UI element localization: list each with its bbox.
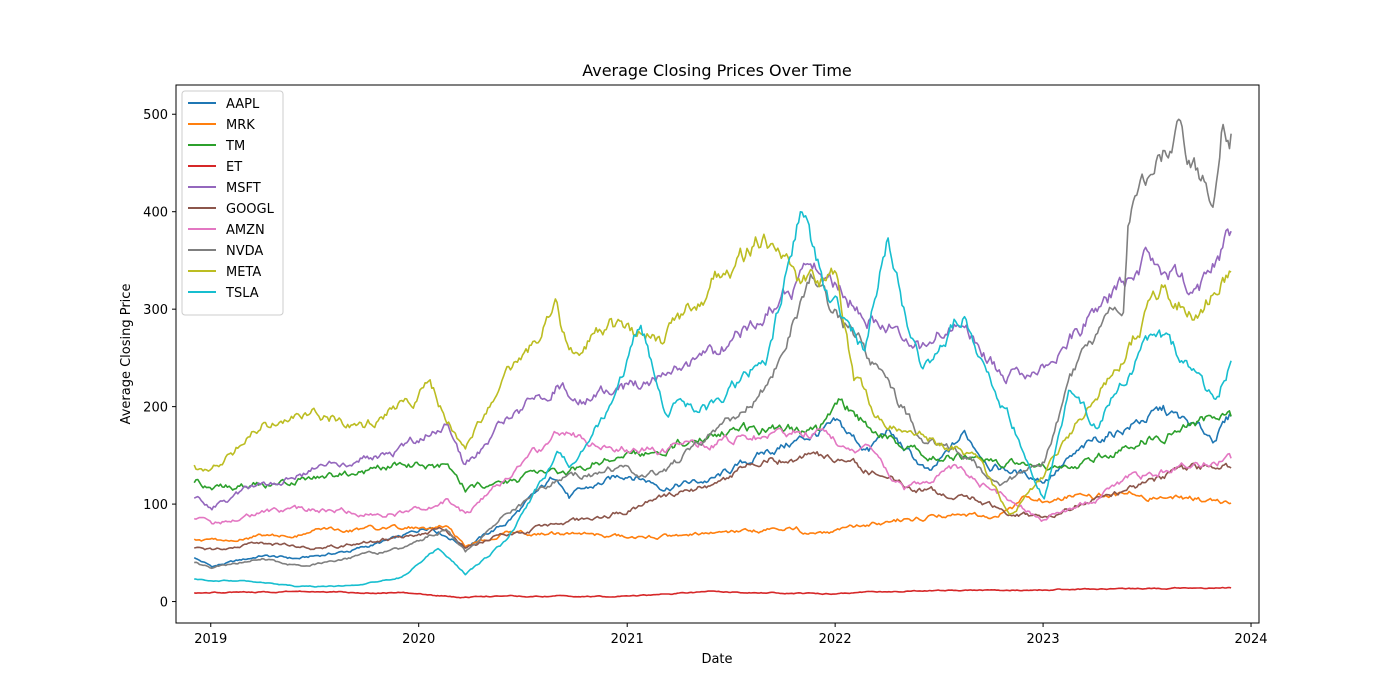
x-tick-label: 2024 <box>1234 632 1267 647</box>
series-line-et <box>194 586 1232 599</box>
series-line-mrk <box>193 490 1232 548</box>
y-axis-label: Average Closing Price <box>119 284 134 425</box>
legend-box <box>181 90 284 316</box>
y-tick-label: 500 <box>143 108 168 123</box>
legend-label-et: ET <box>226 160 242 175</box>
legend-label-aapl: AAPL <box>226 97 260 112</box>
chart-title: Average Closing Prices Over Time <box>582 61 852 80</box>
legend-label-msft: MSFT <box>226 181 261 196</box>
series-line-msft <box>193 228 1232 511</box>
x-axis-label: Date <box>701 652 732 667</box>
x-tick-label: 2021 <box>611 632 644 647</box>
y-tick-label: 200 <box>143 401 168 416</box>
legend: AAPL MRK TM ET MSFT GOOGL AMZN NVDA META TSLA <box>181 90 284 316</box>
series-line-googl <box>194 451 1232 551</box>
y-tick-label: 100 <box>143 498 168 513</box>
plot-frame <box>175 84 1260 624</box>
series-line-meta <box>193 233 1232 516</box>
legend-label-nvda: NVDA <box>226 244 263 259</box>
x-tick-label: 2023 <box>1027 632 1060 647</box>
series-lines <box>193 118 1232 599</box>
legend-label-meta: META <box>226 265 261 280</box>
series-line-tsla <box>194 211 1232 588</box>
y-axis-ticks: 0 100 200 300 400 500 <box>143 108 176 611</box>
x-tick-label: 2019 <box>194 632 227 647</box>
series-line-tm <box>193 398 1232 493</box>
x-tick-label: 2022 <box>819 632 852 647</box>
legend-label-tsla: TSLA <box>225 286 259 301</box>
y-tick-label: 300 <box>143 303 168 318</box>
legend-label-tm: TM <box>225 139 245 154</box>
legend-label-googl: GOOGL <box>226 202 275 217</box>
legend-label-amzn: AMZN <box>226 223 265 238</box>
x-tick-label: 2020 <box>402 632 435 647</box>
x-axis-ticks: 2019 2020 2021 2022 2023 2024 <box>194 623 1268 647</box>
series-line-amzn <box>194 427 1232 525</box>
legend-label-mrk: MRK <box>226 118 255 133</box>
series-line-nvda <box>194 118 1232 570</box>
series-line-aapl <box>193 404 1232 568</box>
y-tick-label: 0 <box>160 596 168 611</box>
y-tick-label: 400 <box>143 206 168 221</box>
